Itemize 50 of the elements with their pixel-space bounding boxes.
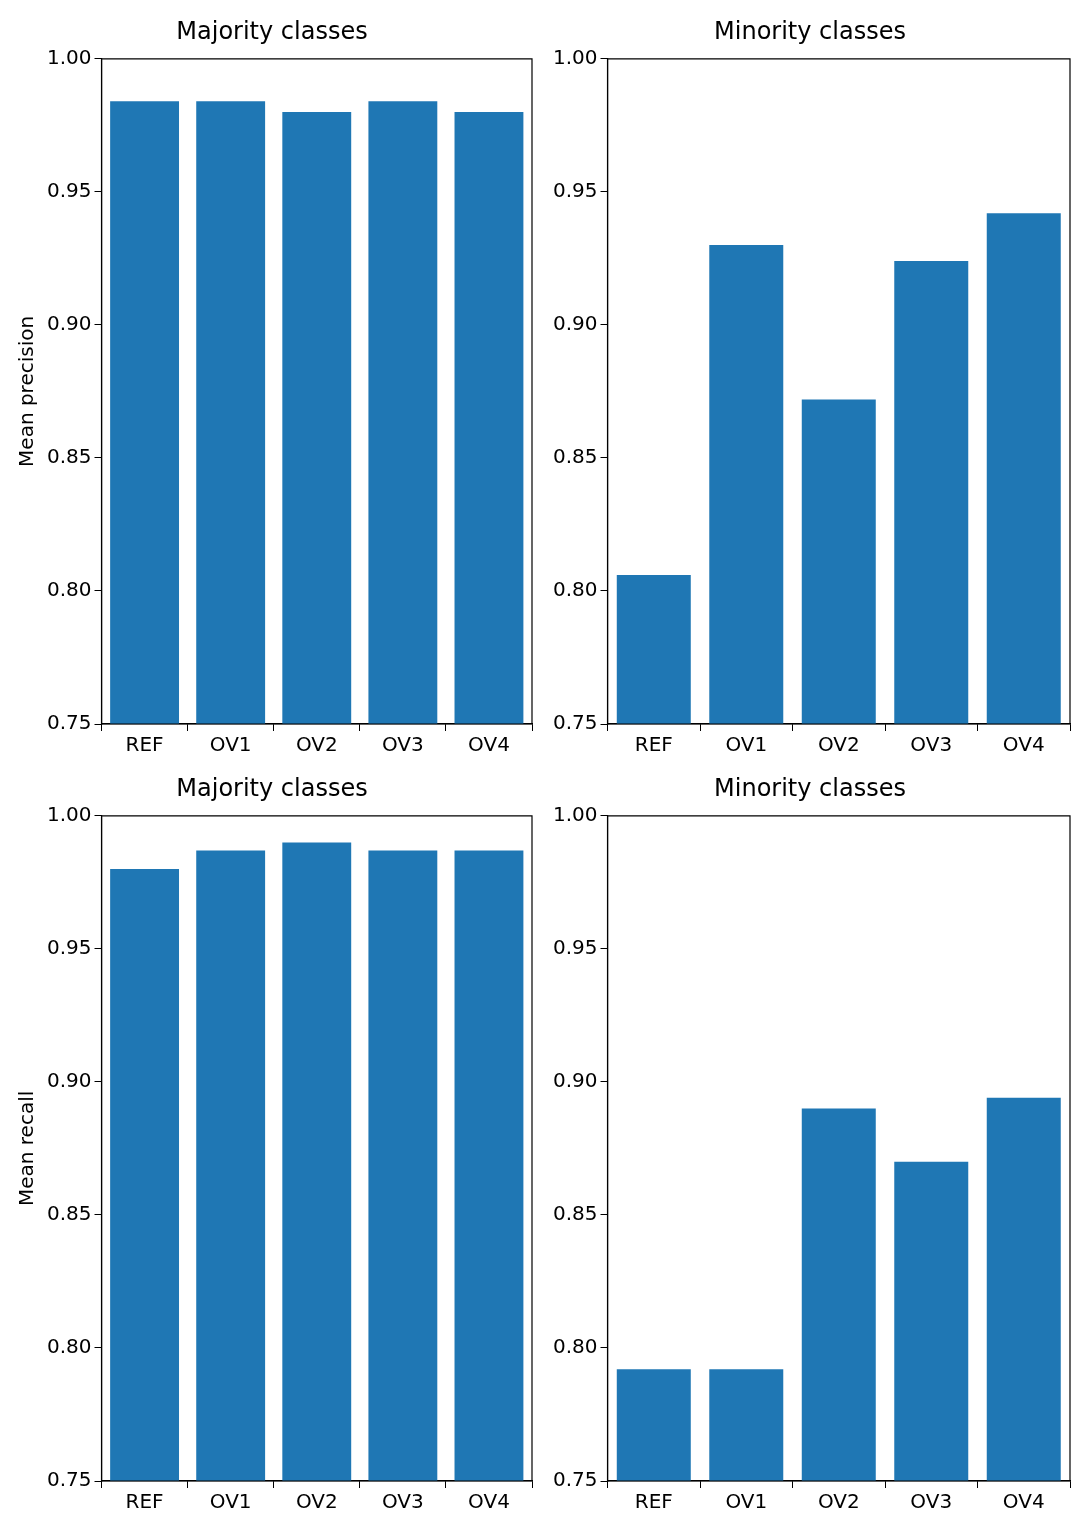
chart-title: Majority classes [176,16,368,45]
y-tick-label: 0.80 [47,577,92,602]
x-tick-label: OV1 [209,732,252,757]
x-tick-label: OV2 [295,1489,338,1514]
y-tick-label: 1.00 [47,802,92,826]
x-tick-label: OV1 [209,1489,252,1514]
x-tick-label: OV4 [1002,1489,1045,1514]
y-tick-label: 0.90 [47,1068,92,1093]
x-tick-label: REF [634,1489,673,1514]
x-tick-label: REF [125,1489,164,1514]
x-tick-label: OV4 [1002,732,1045,757]
y-tick-label: 0.75 [47,710,92,735]
x-tick-label: OV1 [725,1489,768,1514]
y-tick-label: 0.95 [47,935,92,960]
x-tick-label: OV3 [910,732,953,757]
y-tick-label: 0.90 [553,1068,598,1093]
x-tick-label: OV2 [817,1489,860,1514]
y-tick-label: 0.75 [553,710,598,735]
x-tick-label: OV2 [295,732,338,757]
y-axis-title: Mean recall [14,1090,39,1207]
y-tick-label: 0.80 [553,1334,598,1359]
y-tick-label: 0.95 [47,178,92,203]
y-tick-label: 0.95 [553,178,598,203]
x-tick-label: REF [634,732,673,757]
y-tick-label: 1.00 [553,802,598,826]
x-tick-label: OV1 [725,732,768,757]
y-tick-label: 1.00 [47,45,92,69]
x-tick-label: OV3 [381,732,424,757]
y-tick-label: 0.95 [553,935,598,960]
y-tick-label: 0.85 [47,444,92,469]
y-tick-label: 0.80 [553,577,598,602]
y-tick-label: 0.90 [47,311,92,336]
x-tick-label: OV4 [468,1489,510,1514]
y-tick-label: 0.80 [47,1334,92,1359]
y-tick-label: 0.90 [553,311,598,336]
y-tick-label: 0.85 [553,1201,598,1226]
y-tick-label: 1.00 [553,45,598,69]
x-tick-label: REF [125,732,164,757]
x-tick-label: OV3 [910,1489,953,1514]
y-tick-label: 0.75 [47,1467,92,1492]
y-tick-label: 0.85 [553,444,598,469]
x-tick-label: OV4 [468,732,510,757]
y-tick-label: 0.75 [553,1467,598,1492]
x-tick-label: OV3 [381,1489,424,1514]
chart-title: Majority classes [176,773,368,802]
y-axis-title: Mean precision [14,315,39,467]
y-tick-label: 0.85 [47,1201,92,1226]
x-tick-label: OV2 [817,732,860,757]
chart-title: Minority classes [714,773,906,802]
chart-title: Minority classes [714,16,906,45]
